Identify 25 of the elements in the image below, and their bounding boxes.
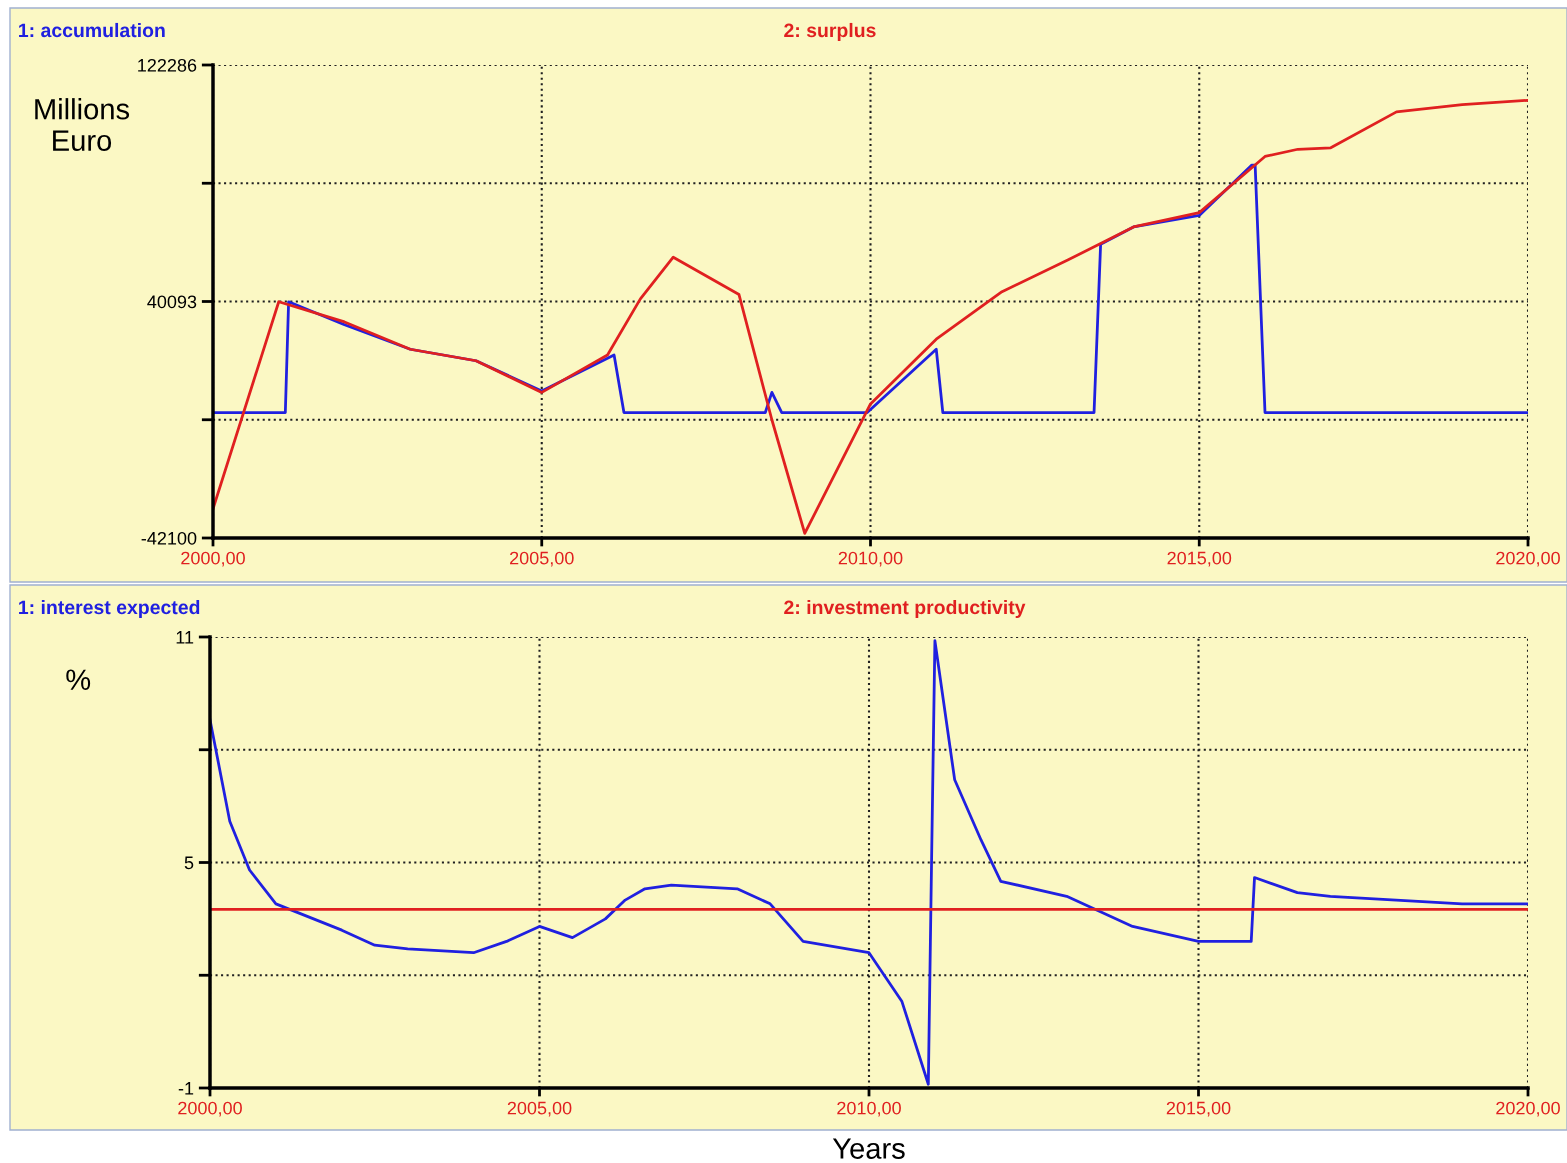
y-tick-label: -42100 — [141, 531, 197, 545]
x-tick-label: 2020,00 — [1496, 1101, 1560, 1117]
x-tick-label: 2015,00 — [1166, 1101, 1231, 1117]
line-series — [213, 98, 1528, 535]
y-tick-label: 40093 — [147, 295, 197, 309]
y-tick-label: 11 — [176, 631, 194, 644]
y-tick-label: 5 — [184, 856, 194, 870]
x-tick-label: 2005,00 — [507, 1101, 572, 1117]
y-axis-title: Millions Euro — [35, 98, 130, 151]
y-tick-label: 122286 — [138, 58, 197, 72]
x-tick-label: 2010,00 — [837, 1101, 901, 1117]
line-series — [210, 639, 1528, 1086]
x-tick-label: 2020,00 — [1496, 551, 1560, 567]
text: 1: accumulation — [19, 22, 165, 38]
x-tick-label: 2015,00 — [1167, 551, 1232, 567]
y-tick-label: -1 — [178, 1082, 194, 1095]
text: 1: interest expected — [19, 599, 200, 619]
text: 2: surplus — [784, 22, 876, 42]
text: 2: investment productivity — [784, 599, 1026, 619]
x-axis-title: Years — [832, 1138, 905, 1159]
x-tick-label: 2000,00 — [181, 551, 245, 567]
x-tick-label: 2000,00 — [178, 1101, 242, 1117]
y-axis-title: % — [66, 669, 91, 690]
x-tick-label: 2010,00 — [838, 551, 903, 567]
x-tick-label: 2005,00 — [510, 551, 574, 567]
